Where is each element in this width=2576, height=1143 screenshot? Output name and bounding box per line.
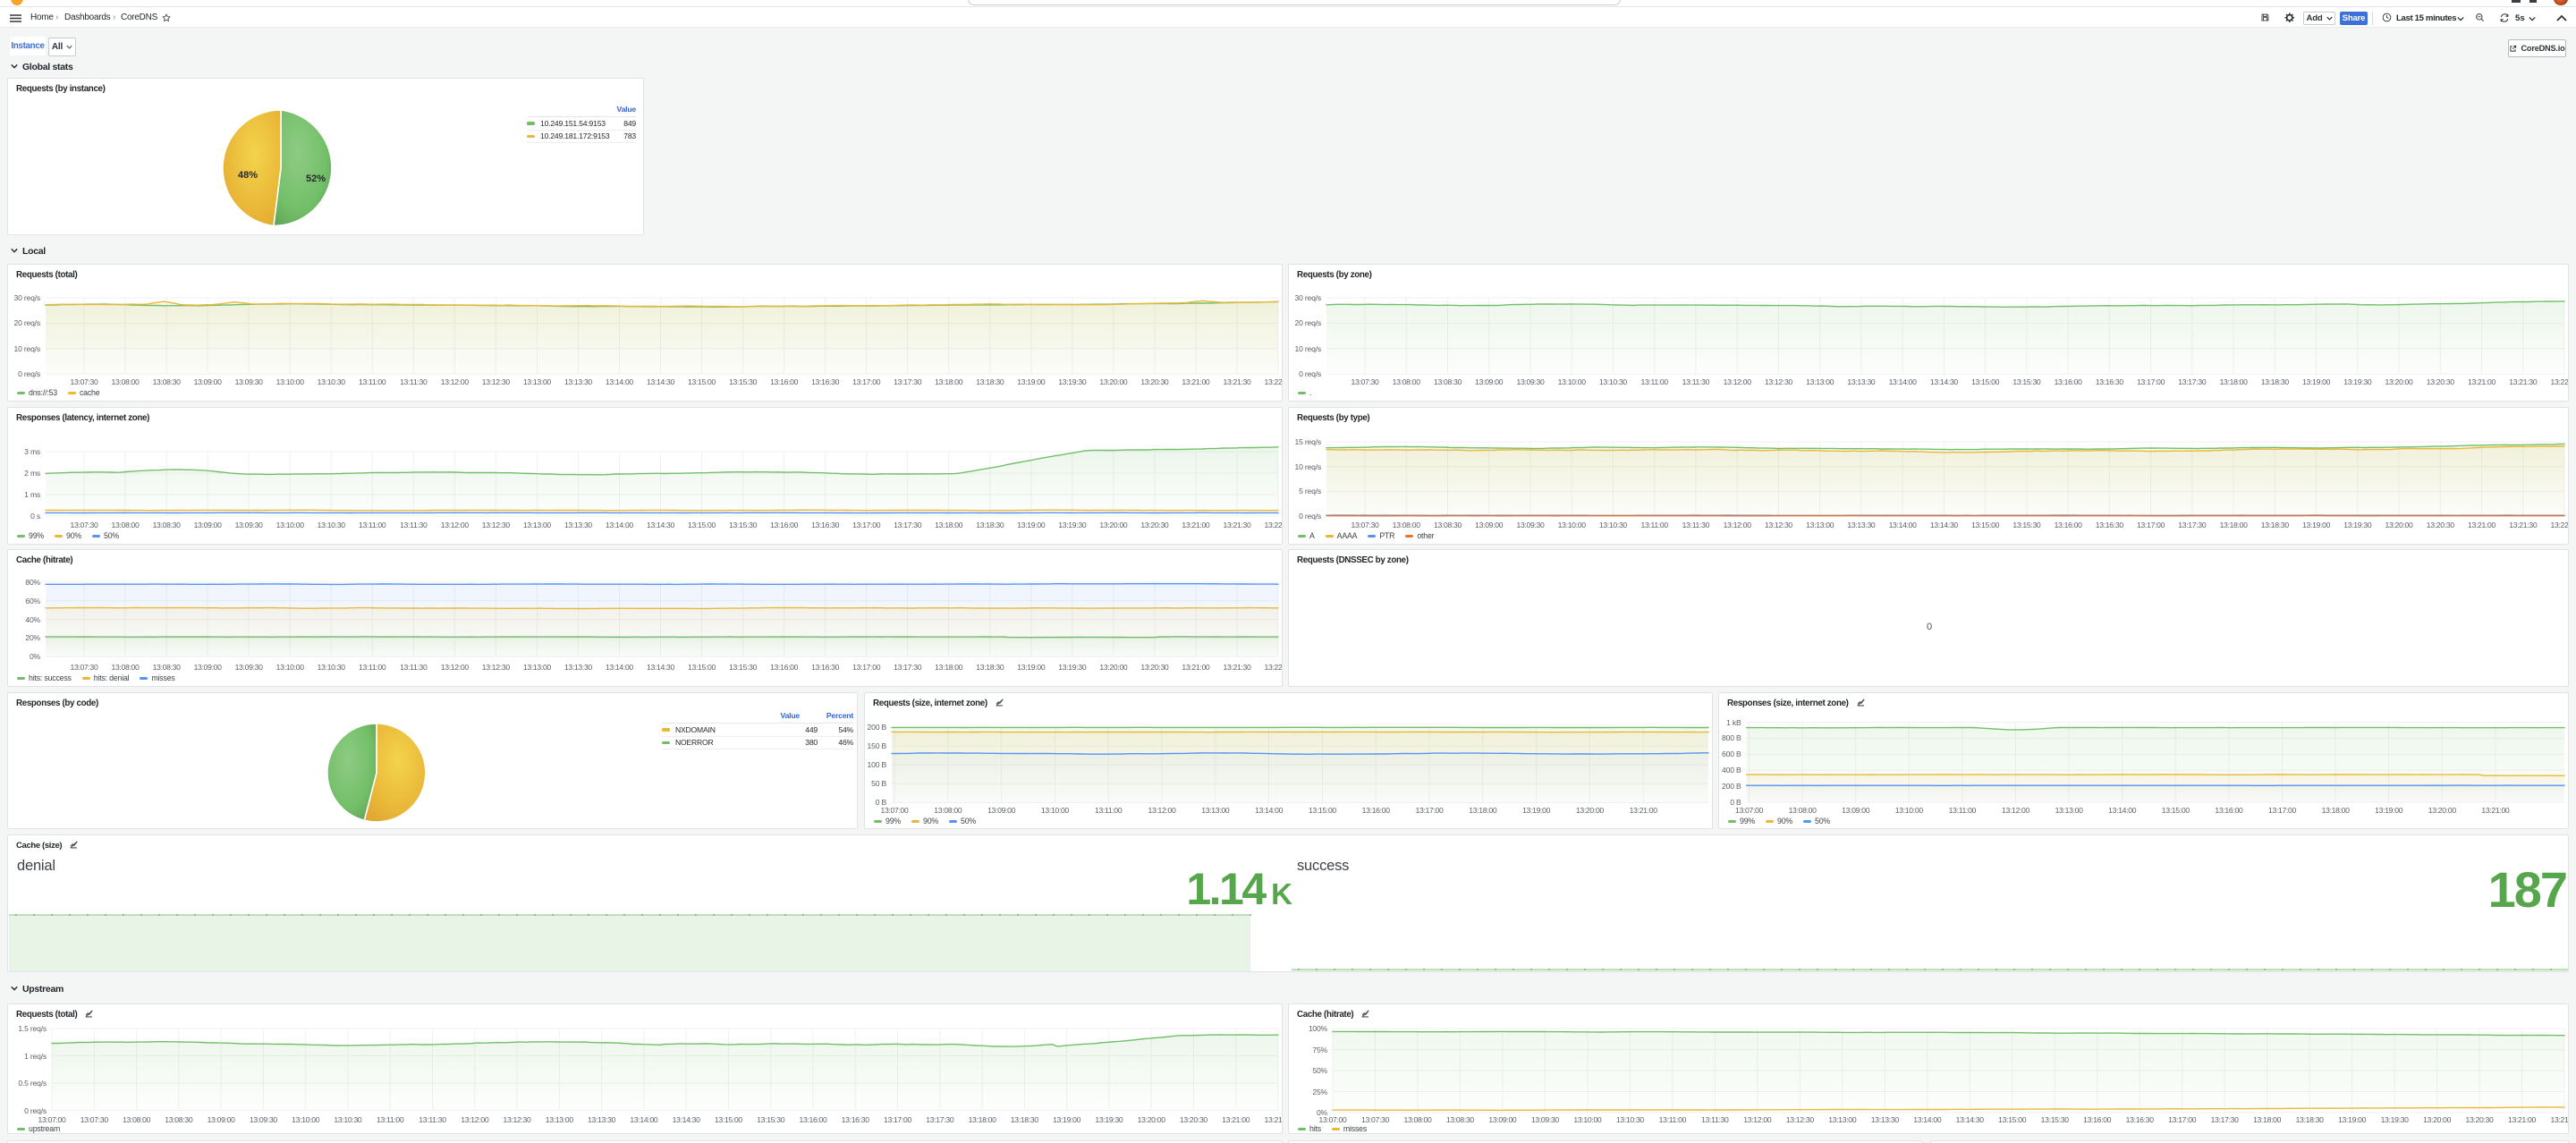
svg-text:52%: 52% [306,174,326,184]
svg-text:48%: 48% [238,170,258,181]
